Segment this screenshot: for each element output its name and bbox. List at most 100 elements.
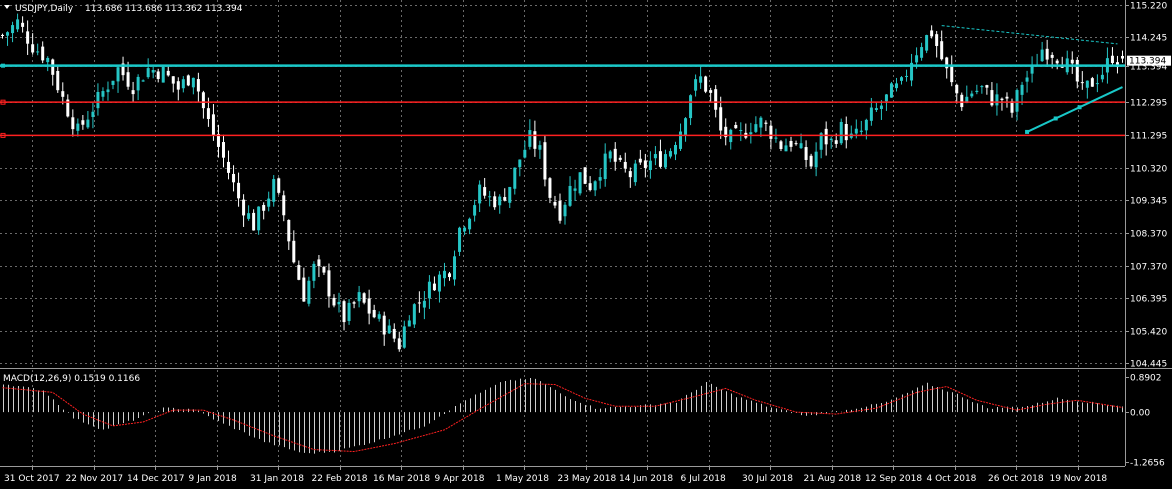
trendline-handle[interactable] [1077,105,1082,110]
candle-body [478,184,482,204]
candle-body [548,178,552,198]
candle-body [573,188,577,191]
candle-body [1080,82,1084,84]
current-price-tag [1127,55,1171,66]
macd-y-tick-label: 0.8902 [1130,374,1162,384]
candle-body [156,71,160,79]
candle-body [31,44,35,53]
candle-body [257,206,261,231]
candle-body [714,89,718,110]
candle-body [518,159,522,168]
candle-body [719,107,723,131]
candle-body [528,130,532,147]
candle-body [869,107,873,121]
candle-body [292,240,296,263]
candle-body [829,138,833,141]
candle-body [704,76,708,92]
candle-body [272,179,276,202]
candle-body [402,326,406,348]
candle-body [56,70,60,91]
candle-body [96,92,100,109]
candle-body [804,147,808,160]
candle-body [859,130,863,132]
candle-body [252,212,256,231]
candle-body [1050,54,1054,58]
candle-body [799,143,803,149]
candle-body [131,90,135,95]
candle-body [1040,49,1044,62]
candle-body [794,143,798,145]
macd-signal-line [2,383,1123,453]
candle-body [950,66,954,83]
x-tick-label: 23 May 2018 [558,474,617,484]
candle-body [508,186,512,203]
candle-body [166,70,170,76]
x-tick-label: 1 May 2018 [496,474,549,484]
candle-body [453,256,457,280]
upper-trendline[interactable] [941,25,1118,45]
candle-body [1100,74,1104,80]
x-tick-label: 6 Jul 2018 [681,474,726,484]
candle-body [176,81,180,90]
x-tick-label: 31 Jan 2018 [250,474,304,484]
candle-body [91,111,95,117]
lower-trendline[interactable] [1026,86,1123,133]
candle-body [493,196,497,208]
candle-body [653,154,657,159]
candle-body [824,128,828,145]
candle-body [11,25,15,34]
candle-body [377,314,381,319]
candle-body [1055,60,1059,64]
support-line-handle[interactable] [0,99,6,105]
candle-body [483,187,487,196]
candle-body [437,274,441,292]
candle-body [216,133,220,147]
trendline-handle[interactable] [1025,129,1030,134]
candle-body [302,277,306,302]
y-tick-label: 112.295 [1130,99,1167,109]
candle-body [237,182,241,199]
candle-body [583,167,587,184]
candle-body [503,197,507,201]
candle-body [232,173,236,183]
candle-body [1095,83,1099,85]
candle-body [674,144,678,155]
macd-y-tick-label: -1.2656 [1130,459,1165,469]
candle-body [221,142,225,158]
candle-body [985,85,989,88]
candle-body [689,95,693,119]
candle-body [46,57,50,63]
candle-body [397,338,401,350]
candle-body [352,302,356,304]
candle-body [16,19,20,30]
candle-body [287,219,291,242]
candle-body [407,320,411,327]
candle-body [905,75,909,77]
candle-body [473,205,477,216]
candle-body [679,131,683,149]
candle-body [6,32,10,36]
resistance-line-handle[interactable] [1,63,5,68]
candle-body [643,160,647,168]
support-line-handle[interactable] [0,132,6,138]
candle-body [1090,78,1094,87]
candle-body [458,227,462,252]
candle-body [593,181,597,191]
candle-body [337,301,341,305]
candle-body [930,30,934,37]
x-tick-label: 22 Nov 2017 [66,474,124,484]
candle-body [980,86,984,88]
macd-label: MACD(12,26,9) 0.1519 0.1166 [3,374,140,384]
chart-menu-icon[interactable] [4,5,10,9]
candle-body [603,153,607,180]
candle-body [754,124,758,132]
trendline-handle[interactable] [1053,116,1058,121]
y-tick-label: 113.394 [1130,63,1167,73]
candle-body [990,90,994,106]
candle-body [533,131,537,149]
candle-body [41,46,45,61]
candle-body [121,63,125,76]
candle-body [523,149,527,158]
y-tick-label: 106.395 [1130,295,1167,305]
candle-body [894,83,898,89]
